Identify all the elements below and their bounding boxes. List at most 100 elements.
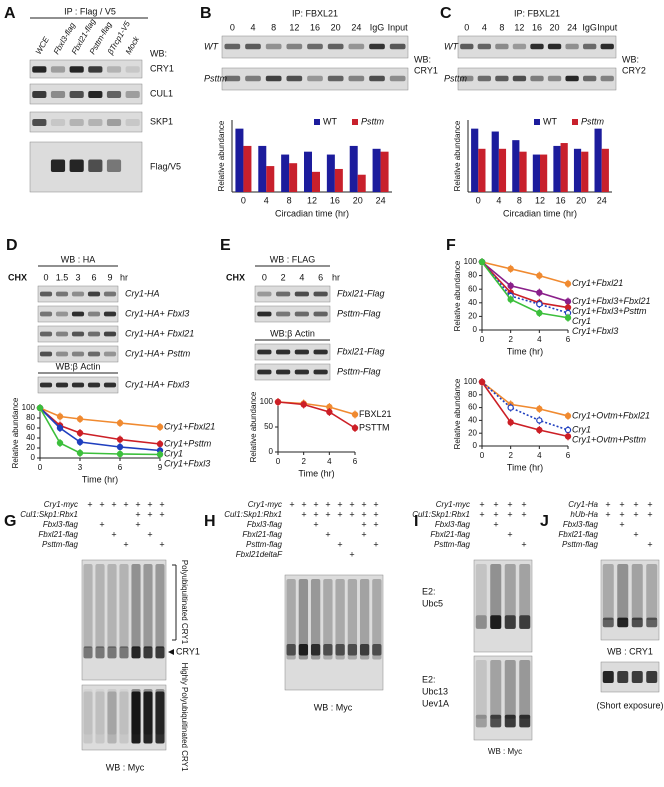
sign: + (123, 499, 128, 509)
bar (289, 163, 298, 192)
smear (298, 579, 309, 660)
lane-label: 1.5 (56, 272, 69, 282)
lane-label: 0 (43, 272, 48, 282)
band (286, 75, 303, 82)
point (536, 289, 543, 296)
e2-label: Ubc13 (422, 686, 448, 696)
point (156, 423, 164, 431)
band (32, 66, 47, 73)
smear (631, 564, 643, 620)
row-label: Cry1-HA+ Fbxl3 (125, 308, 189, 318)
wb-label: CRY2 (622, 65, 646, 75)
lane-label: 0 (230, 22, 235, 32)
band (389, 43, 406, 50)
series-label: Cry1+Fbxl3+Psttm (572, 306, 647, 316)
lane-label: 24 (351, 22, 361, 32)
point (351, 424, 359, 432)
point (536, 417, 543, 424)
wb-label: WB: (150, 48, 167, 58)
band (646, 671, 658, 683)
panel-header: WB : HA (61, 254, 96, 264)
band (460, 43, 474, 50)
note: (Short exposure) (596, 700, 663, 710)
band (631, 617, 643, 628)
series-line (481, 261, 569, 285)
band (39, 331, 53, 337)
row-label: Psttm (204, 73, 228, 83)
bar (491, 131, 499, 192)
series-label: Cry1+Fbxl3 (572, 326, 618, 336)
lane-label: 6 (91, 272, 96, 282)
smear (617, 564, 629, 620)
lane-label: 8 (499, 22, 504, 32)
point (156, 451, 164, 458)
band (477, 43, 492, 50)
wb-label: CRY1 (414, 65, 438, 75)
band (69, 91, 84, 98)
sign: + (521, 499, 526, 509)
band (519, 615, 531, 629)
band (71, 351, 85, 357)
band (88, 119, 103, 126)
band (335, 644, 345, 656)
point (536, 272, 543, 279)
sign: + (111, 529, 116, 539)
condition-label: Fbxl3-flag (43, 520, 79, 529)
point (564, 298, 572, 305)
point (536, 309, 543, 317)
band (125, 66, 140, 73)
y-tick-label: 60 (468, 284, 477, 293)
band (32, 119, 47, 126)
sign: + (349, 499, 354, 509)
band (103, 351, 117, 357)
sign: + (373, 509, 378, 519)
point (76, 415, 84, 423)
bar (540, 154, 548, 192)
panel-letter: C (440, 5, 452, 22)
sign: + (479, 499, 484, 509)
sign: + (313, 499, 318, 509)
smear (143, 564, 153, 648)
bar (304, 151, 312, 192)
lane-label: 12 (514, 22, 524, 32)
band (55, 291, 69, 297)
band (512, 43, 527, 50)
sign: + (349, 509, 354, 519)
blot (81, 559, 167, 681)
sign: + (507, 509, 512, 519)
lane-label: 20 (331, 22, 341, 32)
band (294, 291, 309, 297)
point (156, 440, 164, 448)
sign: + (507, 499, 512, 509)
band (602, 617, 614, 628)
series-label: Cry1 (572, 316, 591, 326)
series-label: Cry1+Ovtm+Fbxl21 (572, 410, 650, 420)
point (507, 404, 514, 411)
smear (490, 564, 502, 629)
band (107, 646, 117, 659)
blot (284, 574, 384, 691)
legend-label: WT (543, 116, 557, 126)
x-tick-label: 4 (327, 457, 332, 466)
band (265, 75, 282, 82)
arrow (168, 649, 174, 655)
series-label: Cry1+Fbxl3+Fbxl21 (572, 296, 651, 306)
point (300, 401, 307, 408)
lane-label: Input (388, 22, 409, 32)
x-tick-label: 4 (537, 335, 542, 344)
y-axis-label: Relative abundance (217, 120, 226, 191)
sign: + (605, 499, 610, 509)
point (507, 265, 514, 272)
bar (243, 145, 252, 192)
sign: + (99, 499, 104, 509)
x-tick-label: 0 (480, 335, 485, 344)
series-label: Cry1+Psttm (164, 438, 212, 448)
series-label: Cry1+Fbxl3 (164, 458, 210, 468)
smear (372, 579, 382, 660)
band (547, 43, 562, 50)
sign: + (135, 499, 140, 509)
x-tick-label: 6 (566, 451, 571, 460)
band (106, 159, 122, 172)
smear (107, 564, 117, 648)
y-axis-label: Relative abundance (453, 120, 462, 191)
